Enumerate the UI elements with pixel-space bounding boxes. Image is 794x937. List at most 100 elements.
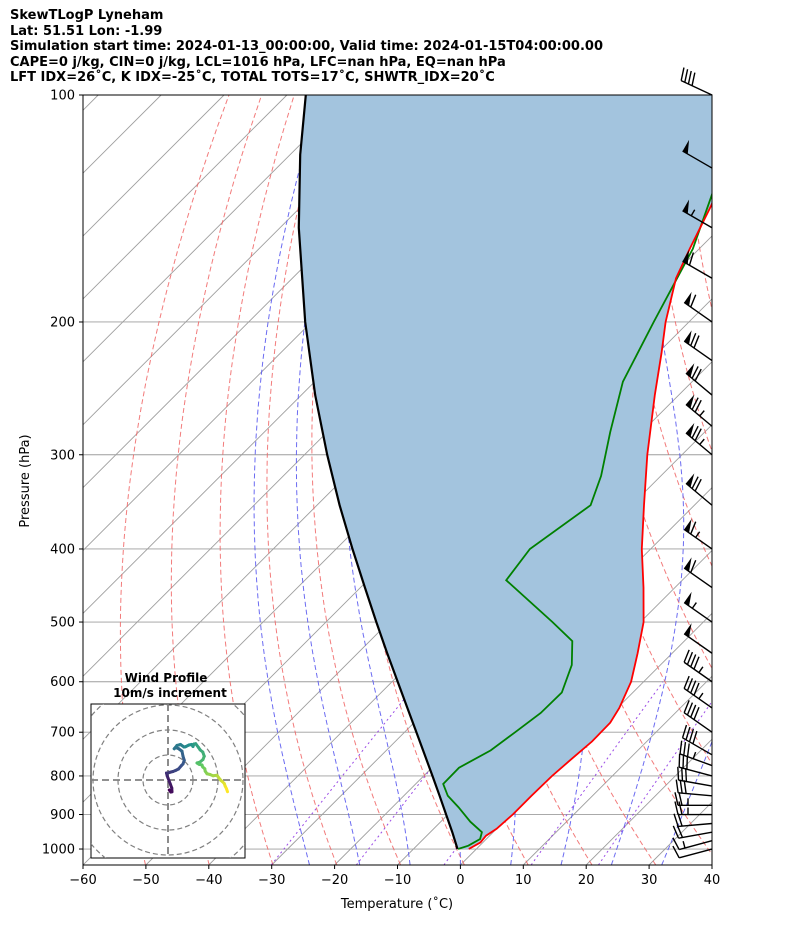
wind-barb-pennant [684, 518, 692, 533]
wind-barb [678, 753, 713, 777]
isotherm--150 [83, 95, 288, 300]
wind-barb-shaft [678, 831, 713, 839]
wind-barb-flag [688, 728, 695, 743]
wind-barb-shaft [685, 403, 713, 427]
y-tick-label: 200 [50, 315, 75, 330]
wind-barb [682, 139, 713, 169]
wind-barb-flag [694, 478, 702, 492]
axes: −60 −50 −40 −30 −20 −10 0 10 20 30 40 1000 900 800 700… [42, 89, 720, 889]
y-tick-label: 100 [50, 89, 75, 104]
wind-barb-shaft [678, 766, 713, 777]
wind-barb-shaft [683, 340, 713, 362]
hodograph-inset: Wind Profile 10m/s increment [90, 671, 246, 859]
wind-barb-flag [693, 335, 700, 349]
cin-shaded-area [298, 95, 712, 849]
wind-barb-pennant [684, 330, 692, 345]
x-tick-label: −40 [195, 873, 222, 888]
wind-barb [683, 700, 713, 733]
wind-barb [685, 363, 713, 396]
wind-barb-flag [674, 801, 679, 815]
y-tick-label: 400 [50, 542, 75, 557]
y-tick-label: 600 [50, 675, 75, 690]
moist-adiabat [295, 95, 361, 865]
wind-barb-flag [684, 768, 688, 782]
wind-barb-pennant [682, 139, 690, 155]
moist-adiabat [661, 740, 712, 865]
wind-barb-flag [678, 801, 683, 815]
wind-barb-flag [694, 428, 702, 441]
wind-barb-flag [678, 792, 683, 806]
wind-barb-pennant [684, 557, 692, 572]
wind-barb-half-flag [691, 602, 697, 609]
dry-adiabat [783, 95, 794, 865]
dry-adiabat [311, 95, 402, 865]
station-title: SkewTLogP Lyneham [10, 8, 164, 23]
wind-barb-shaft [682, 737, 713, 756]
stability-indices-text: LFT IDX=26˚C, K IDX=-25˚C, TOTAL TOTS=17… [10, 70, 495, 85]
wind-barb-half-flag [699, 410, 705, 417]
wind-barb-flag [686, 743, 690, 757]
wind-barb-flag [691, 366, 699, 379]
wind-barb [672, 824, 713, 839]
x-tick-label: −60 [69, 873, 96, 888]
wind-barb [683, 557, 713, 589]
wind-barb-flag [690, 680, 697, 694]
wind-barb [683, 591, 713, 623]
wind-barb-flag [691, 397, 699, 410]
wind-barb-half-flag [699, 438, 705, 445]
mixing-ratio-line [355, 681, 499, 865]
wind-barb-shaft [678, 848, 713, 859]
wind-barb-pennant [685, 473, 695, 488]
dewpoint-line [442, 191, 712, 850]
dry-adiabat [170, 95, 263, 865]
wind-barb-half-flag [692, 751, 697, 759]
dry-adiabat [549, 95, 712, 765]
x-tick-label: −50 [132, 873, 159, 888]
y-tick-label: 300 [50, 448, 75, 463]
wind-barb-half-flag [698, 692, 704, 700]
wind-barb-flag [690, 521, 697, 535]
wind-barb-shaft [678, 822, 713, 828]
y-axis-label: Pressure (hPa) [18, 434, 33, 527]
x-tick-label: 40 [704, 873, 721, 888]
wind-barb-flag [693, 682, 700, 696]
dry-adiabat [266, 95, 338, 865]
wind-barb-flag [672, 825, 680, 839]
wind-barb-flag [690, 704, 697, 718]
isotherm-50 [775, 95, 794, 865]
wind-barb-flag [683, 649, 690, 663]
wind-barb-flag [672, 845, 680, 859]
wind-barb-flag [686, 651, 694, 665]
wind-barb-pennant [685, 363, 695, 378]
mixing-ratio-line [270, 681, 419, 865]
parcel-profile-line [297, 95, 459, 850]
wind-barb [675, 779, 713, 797]
wind-barb-flag [688, 252, 695, 266]
isotherm-10 [522, 675, 712, 865]
hodograph-segment [225, 787, 229, 794]
wind-barb-flag [694, 368, 702, 382]
moist-adiabat [253, 95, 321, 865]
wind-barb-shaft [678, 779, 713, 787]
wind-barb-shaft [682, 260, 713, 279]
wind-barb-shaft [682, 210, 713, 229]
wind-barb-flag [675, 779, 679, 793]
wind-barb-shaft [685, 482, 713, 506]
wind-barb-flag [680, 67, 685, 81]
moist-adiabat [711, 863, 712, 865]
x-tick-label: −20 [321, 873, 348, 888]
wind-barb-shaft [678, 792, 713, 797]
wind-barb-flag [693, 656, 700, 670]
y-tick-label: 1000 [42, 843, 75, 858]
wind-barb-pennant [684, 623, 692, 638]
wind-barb-shaft [683, 661, 713, 683]
wind-barb [674, 801, 712, 816]
isotherm--140 [83, 95, 351, 363]
wind-barb-flag [676, 824, 684, 838]
wind-barb-half-flag [695, 531, 701, 538]
wind-barb-pennant [684, 291, 692, 306]
chart-title-block: SkewTLogP Lyneham Lat: 51.51 Lon: -1.99 … [10, 8, 603, 86]
wind-barb-flag [691, 72, 696, 86]
isotherm--130 [83, 95, 414, 426]
wind-barb-half-flag [682, 841, 686, 849]
